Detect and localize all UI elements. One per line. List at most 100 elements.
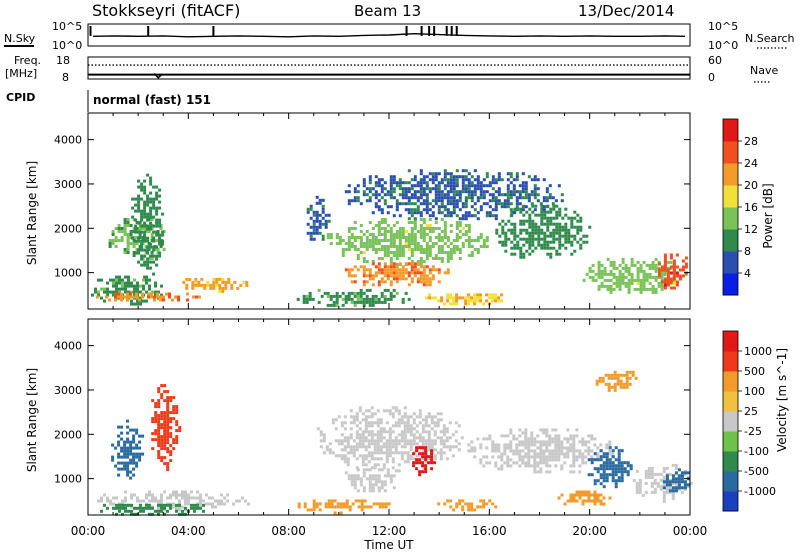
- heatmap-cell: [374, 181, 378, 185]
- heatmap-cell: [443, 169, 447, 173]
- heatmap-cell: [132, 452, 136, 456]
- heatmap-cell: [434, 227, 438, 230]
- heatmap-cell: [657, 271, 661, 275]
- heatmap-cell: [340, 457, 344, 461]
- heatmap-cell: [533, 175, 537, 179]
- heatmap-cell: [168, 292, 171, 296]
- heatmap-cell: [199, 496, 202, 500]
- heatmap-cell: [197, 280, 201, 284]
- heatmap-cell: [669, 271, 673, 275]
- heatmap-cell: [551, 455, 555, 459]
- heatmap-cell: [145, 278, 148, 282]
- heatmap-cell: [392, 233, 396, 236]
- heatmap-cell: [654, 263, 658, 267]
- heatmap-cell: [524, 428, 528, 432]
- heatmap-cell: [524, 196, 528, 200]
- heatmap-cell: [142, 278, 145, 282]
- heatmap-cell: [537, 243, 541, 247]
- heatmap-cell: [412, 436, 416, 440]
- colorbar-tick-label: 25: [744, 405, 758, 418]
- heatmap-cell: [148, 499, 151, 503]
- heatmap-cell: [392, 187, 396, 191]
- heatmap-cell: [467, 214, 471, 218]
- heatmap-cell: [329, 303, 333, 307]
- heatmap-cell: [619, 382, 623, 386]
- heatmap-cell: [365, 245, 369, 248]
- heatmap-cell: [569, 464, 573, 468]
- heatmap-cell: [152, 203, 156, 207]
- heatmap-cell: [123, 467, 127, 471]
- heatmap-cell: [316, 427, 320, 431]
- heatmap-cell: [581, 490, 585, 494]
- heatmap-cell: [379, 430, 383, 434]
- heatmap-cell: [591, 278, 595, 282]
- heatmap-cell: [608, 452, 612, 456]
- heatmap-cell: [365, 268, 369, 272]
- heatmap-cell: [437, 271, 441, 275]
- heatmap-cell: [452, 299, 456, 303]
- heatmap-cell: [232, 502, 235, 506]
- heatmap-cell: [384, 505, 388, 509]
- heatmap-cell: [446, 172, 450, 176]
- heatmap-cell: [163, 399, 167, 403]
- heatmap-cell: [403, 430, 407, 434]
- heatmap-cell: [368, 190, 372, 194]
- heatmap-cell: [169, 450, 173, 454]
- heatmap-cell: [445, 439, 449, 443]
- heatmap-cell: [639, 269, 643, 273]
- heatmap-cell: [431, 187, 435, 191]
- heatmap-cell: [533, 208, 537, 212]
- heatmap-cell: [349, 451, 353, 455]
- heatmap-cell: [374, 265, 378, 269]
- heatmap-cell: [524, 443, 528, 447]
- heatmap-cell: [305, 300, 309, 304]
- heatmap-cell: [428, 178, 432, 182]
- heatmap-cell: [635, 484, 639, 488]
- heatmap-cell: [152, 239, 156, 243]
- heatmap-cell: [344, 471, 348, 475]
- heatmap-cell: [368, 486, 372, 490]
- heatmap-cell: [467, 245, 471, 248]
- heatmap-cell: [172, 493, 175, 497]
- heatmap-cell: [552, 228, 556, 232]
- heatmap-cell: [353, 236, 357, 239]
- heatmap-cell: [406, 430, 410, 434]
- heatmap-cell: [522, 237, 526, 241]
- heatmap-cell: [149, 176, 153, 180]
- heatmap-cell: [542, 449, 546, 453]
- heatmap-cell: [639, 263, 643, 267]
- heatmap-cell: [361, 433, 365, 437]
- heatmap-cell: [558, 231, 562, 235]
- heatmap-cell: [157, 420, 161, 424]
- heatmap-cell: [587, 434, 591, 438]
- heatmap-cell: [418, 421, 422, 425]
- heatmap-cell: [160, 396, 164, 400]
- heatmap-cell: [129, 242, 133, 245]
- heatmap-cell: [312, 502, 316, 506]
- heatmap-cell: [324, 225, 328, 229]
- heatmap-cell: [353, 483, 357, 487]
- heatmap-cell: [383, 297, 387, 301]
- heatmap-cell: [452, 175, 456, 179]
- heatmap-cell: [446, 245, 450, 248]
- heatmap-cell: [443, 208, 447, 212]
- heatmap-cell: [425, 265, 429, 269]
- heatmap-cell: [329, 294, 333, 298]
- heatmap-cell: [605, 479, 609, 483]
- heatmap-cell: [220, 502, 223, 506]
- heatmap-cell: [630, 260, 634, 264]
- heatmap-cell: [343, 439, 347, 443]
- heatmap-cell: [491, 443, 495, 447]
- heatmap-cell: [448, 448, 452, 452]
- heatmap-cell: [558, 234, 562, 238]
- heatmap-cell: [359, 242, 363, 245]
- heatmap-cell: [112, 293, 115, 297]
- heatmap-cell: [383, 271, 387, 275]
- heatmap-cell: [382, 445, 386, 449]
- heatmap-cell: [500, 434, 504, 438]
- heatmap-cell: [448, 421, 452, 425]
- heatmap-cell: [650, 469, 654, 473]
- heatmap-cell: [127, 275, 130, 279]
- heatmap-cell: [322, 436, 326, 440]
- heatmap-cell: [339, 502, 343, 506]
